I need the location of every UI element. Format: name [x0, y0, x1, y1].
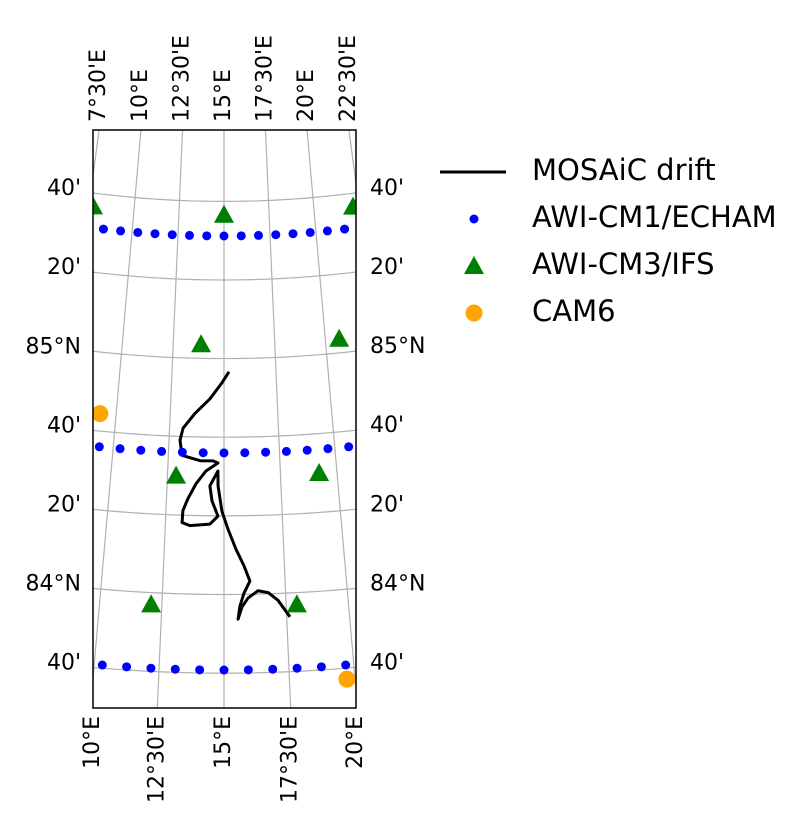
point [344, 442, 354, 452]
left-tick-label: 40' [47, 176, 81, 201]
bottom-tick-label: 20°E [343, 716, 368, 769]
point [271, 230, 281, 240]
right-tick-label: 40' [370, 650, 404, 675]
triangle-point [309, 463, 330, 482]
point [177, 447, 187, 457]
bottom-tick-label: 12°30'E [144, 716, 169, 803]
parallel [93, 271, 356, 281]
meridian [264, 130, 292, 708]
legend: MOSAiC drift AWI-CM1/ECHAM AWI-CM3/IFS CAM6 [440, 153, 777, 328]
legend-swatch [469, 214, 479, 224]
left-tick-label: 84°N [26, 571, 81, 596]
point [94, 442, 104, 452]
top-tick-label: 12°30'E [170, 35, 195, 122]
point [340, 224, 350, 234]
point [133, 227, 143, 237]
point [338, 670, 356, 688]
meridian [156, 130, 184, 708]
point [146, 663, 156, 673]
point [316, 662, 326, 672]
data-layer [93, 196, 356, 688]
legend-swatch [465, 304, 483, 322]
point [195, 665, 205, 675]
legend-label: AWI-CM3/IFS [532, 247, 715, 281]
top-tick-label: 15°E [211, 69, 236, 122]
point [122, 662, 132, 672]
point [93, 405, 109, 423]
bottom-tick-label: 10°E [80, 716, 105, 769]
point [261, 447, 271, 457]
point [281, 446, 291, 456]
legend-label: CAM6 [532, 294, 616, 328]
left-tick-label: 85°N [26, 334, 81, 359]
parallel [93, 429, 356, 438]
point [115, 444, 125, 454]
top-tick-label: 7°30'E [86, 49, 111, 122]
triangle-point [141, 594, 162, 613]
point [323, 444, 333, 454]
point [97, 660, 107, 670]
point [157, 446, 167, 456]
point [322, 226, 332, 236]
point [219, 665, 229, 675]
point [198, 448, 208, 458]
point [219, 448, 229, 458]
right-tick-label: 20' [370, 255, 404, 280]
point [341, 660, 351, 670]
legend-label: MOSAiC drift [532, 153, 716, 187]
left-tick-label: 20' [47, 255, 81, 280]
top-tick-label: 20°E [294, 69, 319, 122]
right-tick-label: 85°N [370, 334, 425, 359]
top-tick-label: 22°30'E [336, 35, 361, 122]
point [240, 448, 250, 458]
left-tick-label: 20' [47, 492, 81, 517]
drift-track [178, 370, 292, 621]
point [254, 230, 264, 240]
left-tick-label: 40' [47, 413, 81, 438]
right-tick-label: 84°N [370, 571, 425, 596]
point [219, 231, 229, 241]
map-frame [92, 129, 357, 709]
triangle-point [166, 465, 187, 484]
point [305, 227, 315, 237]
point [170, 664, 180, 674]
right-tick-label: 40' [370, 176, 404, 201]
point [150, 229, 160, 239]
legend-label: AWI-CM1/ECHAM [532, 200, 777, 234]
legend-swatch [464, 256, 484, 274]
meridian [93, 130, 142, 686]
bottom-tick-label: 17°30'E [278, 716, 303, 803]
point [236, 231, 246, 241]
right-tick-label: 40' [370, 413, 404, 438]
point [184, 230, 194, 240]
graticule [93, 130, 356, 708]
point [243, 665, 253, 675]
point [116, 226, 126, 236]
parallel [93, 587, 356, 596]
right-tick-label: 20' [370, 492, 404, 517]
point [292, 663, 302, 673]
point [136, 445, 146, 455]
point [98, 224, 108, 234]
bottom-tick-label: 15°E [211, 716, 236, 769]
top-tick-label: 17°30'E [252, 35, 277, 122]
point [288, 229, 298, 239]
top-tick-label: 10°E [128, 69, 153, 122]
triangle-point [214, 204, 234, 223]
triangle-point [286, 594, 307, 613]
meridian [306, 130, 356, 697]
triangle-point [329, 328, 350, 347]
point [167, 230, 177, 240]
parallel [93, 350, 356, 360]
point [202, 231, 212, 241]
triangle-point [343, 196, 356, 215]
point [302, 445, 312, 455]
parallel [93, 192, 356, 203]
left-tick-label: 40' [47, 650, 81, 675]
triangle-point [191, 334, 212, 353]
triangle-point [93, 196, 104, 215]
tick-labels: 7°30'E 10°E 12°30'E 15°E 17°30'E 20°E 22°30'E 1… [26, 35, 426, 803]
point [268, 664, 278, 674]
